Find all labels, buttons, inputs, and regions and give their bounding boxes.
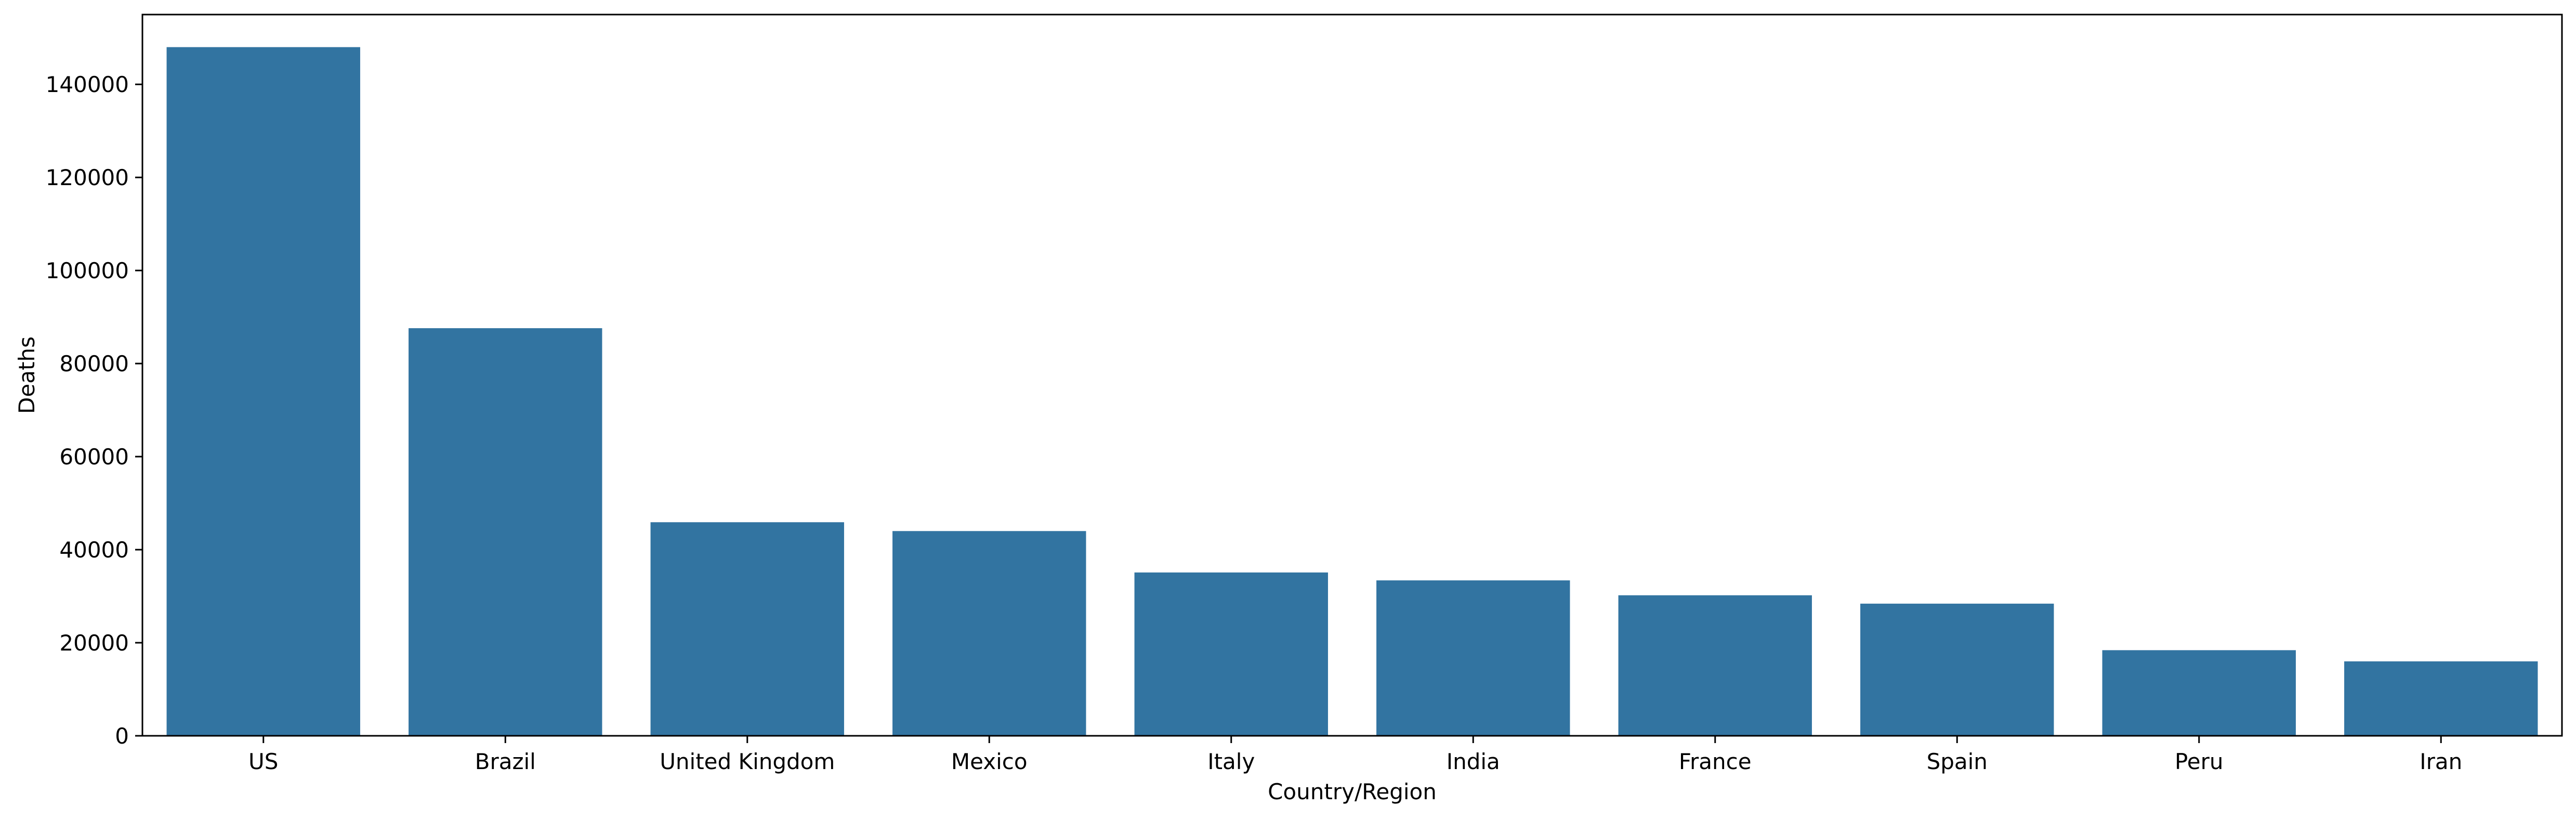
bars-group	[166, 47, 2538, 736]
x-tick-label-india: India	[1447, 749, 1500, 774]
y-axis-label: Deaths	[14, 336, 40, 414]
x-tick-label-us: US	[248, 749, 278, 774]
x-tick-label-mexico: Mexico	[951, 749, 1028, 774]
y-tick-label-40000: 40000	[59, 537, 129, 563]
y-tick-label-120000: 120000	[46, 165, 129, 190]
x-tick-label-iran: Iran	[2420, 749, 2462, 774]
x-axis-ticks: US Brazil United Kingdom Mexico Italy India Fr…	[248, 736, 2462, 774]
y-tick-label-80000: 80000	[59, 351, 129, 376]
y-tick-label-140000: 140000	[46, 72, 129, 97]
y-axis-ticks: 0 20000 40000 60000 80000 100000 120000 140000	[46, 72, 142, 749]
x-tick-label-united-kingdom: United Kingdom	[660, 749, 835, 774]
x-tick-label-france: France	[1679, 749, 1752, 774]
bar-italy	[1134, 572, 1328, 736]
bar-us	[166, 47, 360, 736]
bar-india	[1376, 580, 1570, 736]
bar-peru	[2102, 650, 2296, 736]
x-tick-label-peru: Peru	[2175, 749, 2224, 774]
y-tick-label-60000: 60000	[59, 444, 129, 470]
x-axis-label: Country/Region	[1268, 779, 1437, 804]
bar-spain	[1860, 603, 2054, 736]
bar-mexico	[892, 531, 1086, 736]
bar-france	[1618, 595, 1812, 736]
y-tick-label-20000: 20000	[59, 630, 129, 656]
x-tick-label-spain: Spain	[1927, 749, 1988, 774]
bar-united-kingdom	[650, 522, 844, 736]
bar-brazil	[409, 328, 602, 736]
bar-iran	[2344, 661, 2538, 736]
x-tick-label-italy: Italy	[1207, 749, 1255, 774]
y-tick-label-100000: 100000	[46, 258, 129, 283]
x-tick-label-brazil: Brazil	[475, 749, 536, 774]
plot-area-frame	[141, 14, 2563, 737]
y-tick-label-0: 0	[115, 723, 129, 749]
